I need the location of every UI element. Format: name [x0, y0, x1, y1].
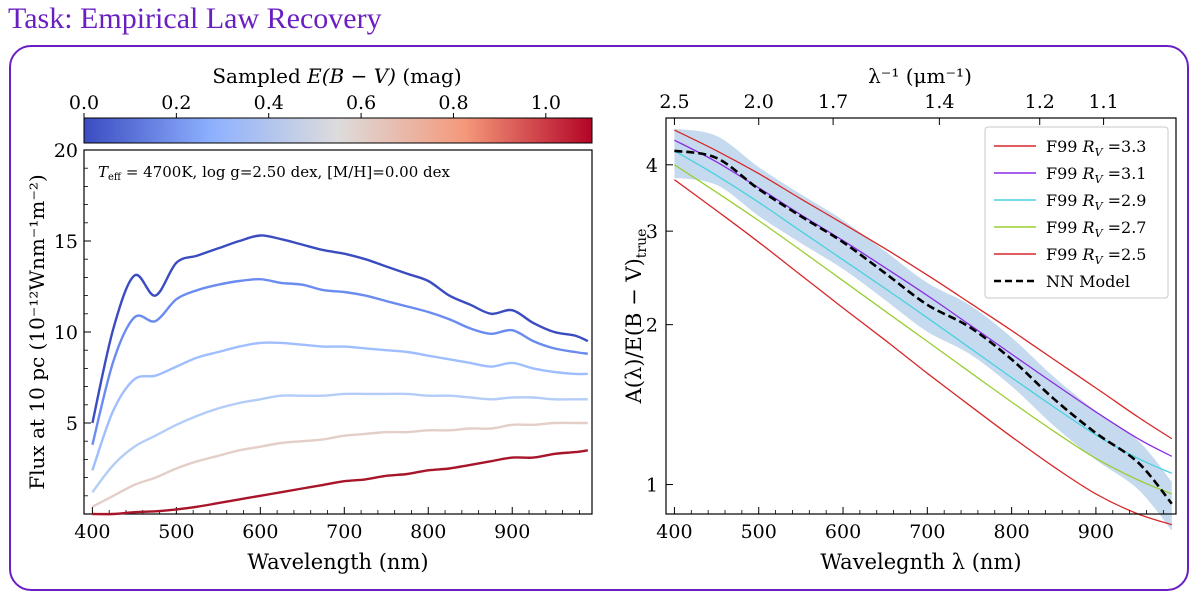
f99-curve-line	[674, 179, 1172, 526]
flux-series-line	[91, 234, 589, 424]
right-x-tick-label: 500	[741, 521, 777, 543]
right-x-tick-label: 400	[656, 521, 692, 543]
right-plot-area	[665, 117, 1177, 515]
legend-label: NN Model	[1046, 272, 1130, 291]
right-y-axis-label: A(λ)/E(B − V)true	[622, 229, 650, 405]
right-x-tick-label: 700	[909, 521, 945, 543]
f99-curve-line	[674, 150, 1173, 474]
legend-label: F99 RV =3.1	[1046, 164, 1146, 186]
top-axis-tick-label: 2.5	[659, 91, 689, 113]
right-x-tick-label: 600	[825, 521, 861, 543]
left-x-tick-label: 900	[494, 521, 530, 543]
f99-curve-line	[674, 129, 1173, 440]
legend-label: F99 RV =3.3	[1046, 137, 1146, 159]
right-y-tick-label: 1	[646, 475, 658, 497]
right-y-ticks: 1 2 3 4	[646, 155, 673, 497]
left-y-axis-label: Flux at 10 pc (10⁻¹²Wnm⁻¹m⁻²)	[25, 174, 49, 489]
legend-label: F99 RV =2.5	[1046, 245, 1146, 267]
right-y-tick-label: 4	[646, 155, 658, 177]
legend-box	[984, 126, 1169, 299]
left-y-tick-label: 20	[54, 140, 78, 162]
colorbar-tick-label: 0.8	[438, 92, 468, 114]
left-chart: Sampled E(B − V) (mag) 0.0 0.2 0.4 0.6 0.8 1.…	[25, 64, 593, 574]
right-x-ticks: 400 500 600 700 800 900	[656, 507, 1164, 543]
task-title: Task: Empirical Law Recovery	[8, 2, 382, 35]
left-x-tick-label: 800	[410, 521, 446, 543]
right-x-tick-label: 800	[993, 521, 1029, 543]
left-x-tick-label: 600	[242, 521, 278, 543]
top-axis-tick-label: 1.4	[924, 91, 954, 113]
task-frame	[9, 45, 1189, 591]
flux-series-line	[91, 421, 588, 508]
top-axis-tick-label: 1.2	[1025, 91, 1055, 113]
top-axis-tick-label: 1.1	[1088, 91, 1118, 113]
left-y-tick-label: 15	[54, 231, 78, 253]
left-x-tick-label: 500	[158, 521, 194, 543]
right-x-axis-label: Wavelegnth λ (nm)	[820, 550, 1021, 574]
left-x-ticks: 400 500 600 700 800 900	[74, 507, 580, 543]
colorbar-ticks: 0.0 0.2 0.4 0.6 0.8 1.0	[69, 92, 561, 118]
left-y-tick-label: 10	[54, 322, 78, 344]
right-y-tick-label: 3	[646, 221, 658, 243]
flux-series-line	[91, 277, 588, 446]
left-y-tick-label: 5	[66, 413, 78, 435]
colorbar	[83, 117, 593, 144]
legend-label: F99 RV =2.7	[1046, 218, 1146, 240]
colorbar-tick-label: 0.6	[346, 92, 376, 114]
right-x-tick-label: 900	[1078, 521, 1114, 543]
colorbar-tick-label: 0.2	[161, 92, 191, 114]
flux-series-line	[91, 341, 588, 471]
right-series	[674, 129, 1173, 526]
nn-model-line	[674, 149, 1173, 505]
flux-series-line	[91, 392, 588, 493]
legend: F99 RV =3.3 F99 RV =3.1 F99 RV =2.9 F99 RV …	[984, 126, 1169, 299]
left-x-tick-label: 700	[326, 521, 362, 543]
top-axis-tick-label: 2.0	[744, 91, 774, 113]
legend-label: F99 RV =2.9	[1046, 191, 1146, 213]
left-x-tick-label: 400	[74, 521, 110, 543]
f99-curve-line	[674, 164, 1173, 495]
flux-series-line	[92, 449, 588, 516]
top-axis-tick-label: 1.7	[818, 91, 848, 113]
right-chart: λ⁻¹ (μm⁻¹) 2.5 2.0 1.7 1.4 1.2 1.1 400 500 600 7…	[622, 64, 1177, 574]
colorbar-tick-label: 0.0	[69, 92, 99, 114]
f99-curve-line	[674, 139, 1173, 457]
top-axis-label: λ⁻¹ (μm⁻¹)	[868, 64, 972, 88]
left-x-axis-label: Wavelength (nm)	[247, 550, 428, 574]
left-y-ticks: 5 10 15 20	[54, 140, 91, 497]
right-y-tick-label: 2	[646, 315, 658, 337]
colorbar-tick-label: 1.0	[531, 92, 561, 114]
colorbar-tick-label: 0.4	[254, 92, 284, 114]
colorbar-label: Sampled E(B − V) (mag)	[212, 64, 461, 88]
top-axis-ticks: 2.5 2.0 1.7 1.4 1.2 1.1	[659, 91, 1119, 125]
left-annotation: Teff = 4700K, log g=2.50 dex, [M/H]=0.00…	[98, 163, 450, 183]
left-series	[91, 234, 589, 516]
